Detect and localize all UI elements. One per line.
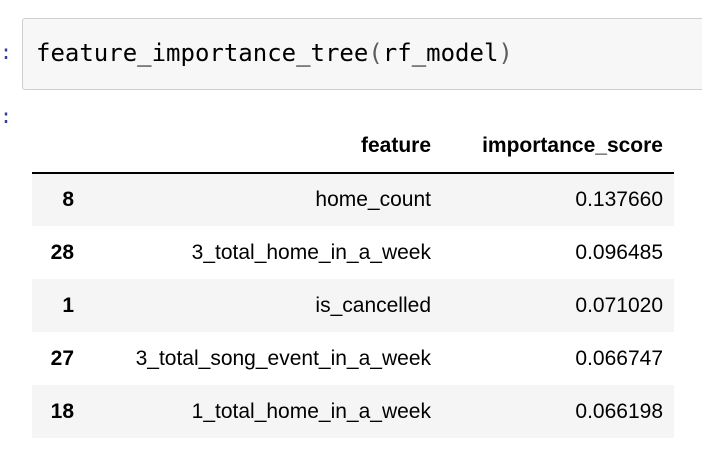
row-index: 1 bbox=[62, 293, 74, 317]
importance-score-cell: 0.066747 bbox=[575, 346, 663, 370]
importance-score-cell: 0.071020 bbox=[575, 293, 663, 317]
table-row: 8 home_count 0.137660 bbox=[32, 173, 674, 226]
feature-cell: is_cancelled bbox=[315, 293, 431, 317]
feature-cell: home_count bbox=[315, 188, 431, 211]
code-cell-editor[interactable]: feature_importance_tree(rf_model) bbox=[22, 18, 702, 90]
output-prompt: : bbox=[0, 104, 13, 128]
code-argument: rf_model bbox=[382, 39, 499, 67]
row-index: 18 bbox=[50, 399, 74, 423]
feature-header: feature bbox=[88, 120, 442, 174]
importance-score-cell: 0.066198 bbox=[575, 399, 663, 423]
code-line: feature_importance_tree(rf_model) bbox=[36, 41, 513, 65]
importance-score-cell: 0.137660 bbox=[575, 188, 663, 211]
table-row: 1 is_cancelled 0.071020 bbox=[32, 279, 674, 332]
feature-cell: 3_total_song_event_in_a_week bbox=[135, 346, 431, 370]
code-function-name: feature_importance_tree bbox=[36, 39, 369, 67]
output-dataframe: feature importance_score 8 home_count 0.… bbox=[32, 120, 674, 438]
feature-cell: 1_total_home_in_a_week bbox=[191, 399, 431, 423]
row-index: 8 bbox=[62, 188, 74, 211]
code-close-paren: ) bbox=[498, 39, 513, 67]
table-row: 27 3_total_song_event_in_a_week 0.066747 bbox=[32, 332, 674, 385]
feature-cell: 3_total_home_in_a_week bbox=[191, 240, 431, 264]
index-header bbox=[32, 120, 88, 174]
row-index: 28 bbox=[50, 240, 74, 264]
table-row: 28 3_total_home_in_a_week 0.096485 bbox=[32, 226, 674, 279]
code-open-paren: ( bbox=[368, 39, 383, 67]
importance-score-cell: 0.096485 bbox=[575, 240, 663, 264]
input-prompt: : bbox=[0, 40, 13, 64]
table-header-row: feature importance_score bbox=[32, 120, 674, 174]
table-row: 18 1_total_home_in_a_week 0.066198 bbox=[32, 385, 674, 438]
row-index: 27 bbox=[50, 346, 74, 370]
importance-score-header: importance_score bbox=[442, 120, 674, 174]
